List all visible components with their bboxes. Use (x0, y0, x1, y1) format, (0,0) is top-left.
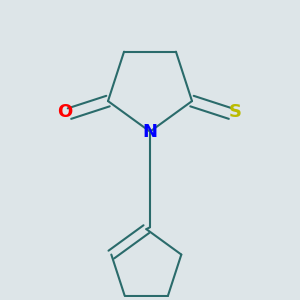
Text: N: N (142, 123, 158, 141)
Text: O: O (57, 103, 73, 121)
Text: S: S (228, 103, 242, 121)
